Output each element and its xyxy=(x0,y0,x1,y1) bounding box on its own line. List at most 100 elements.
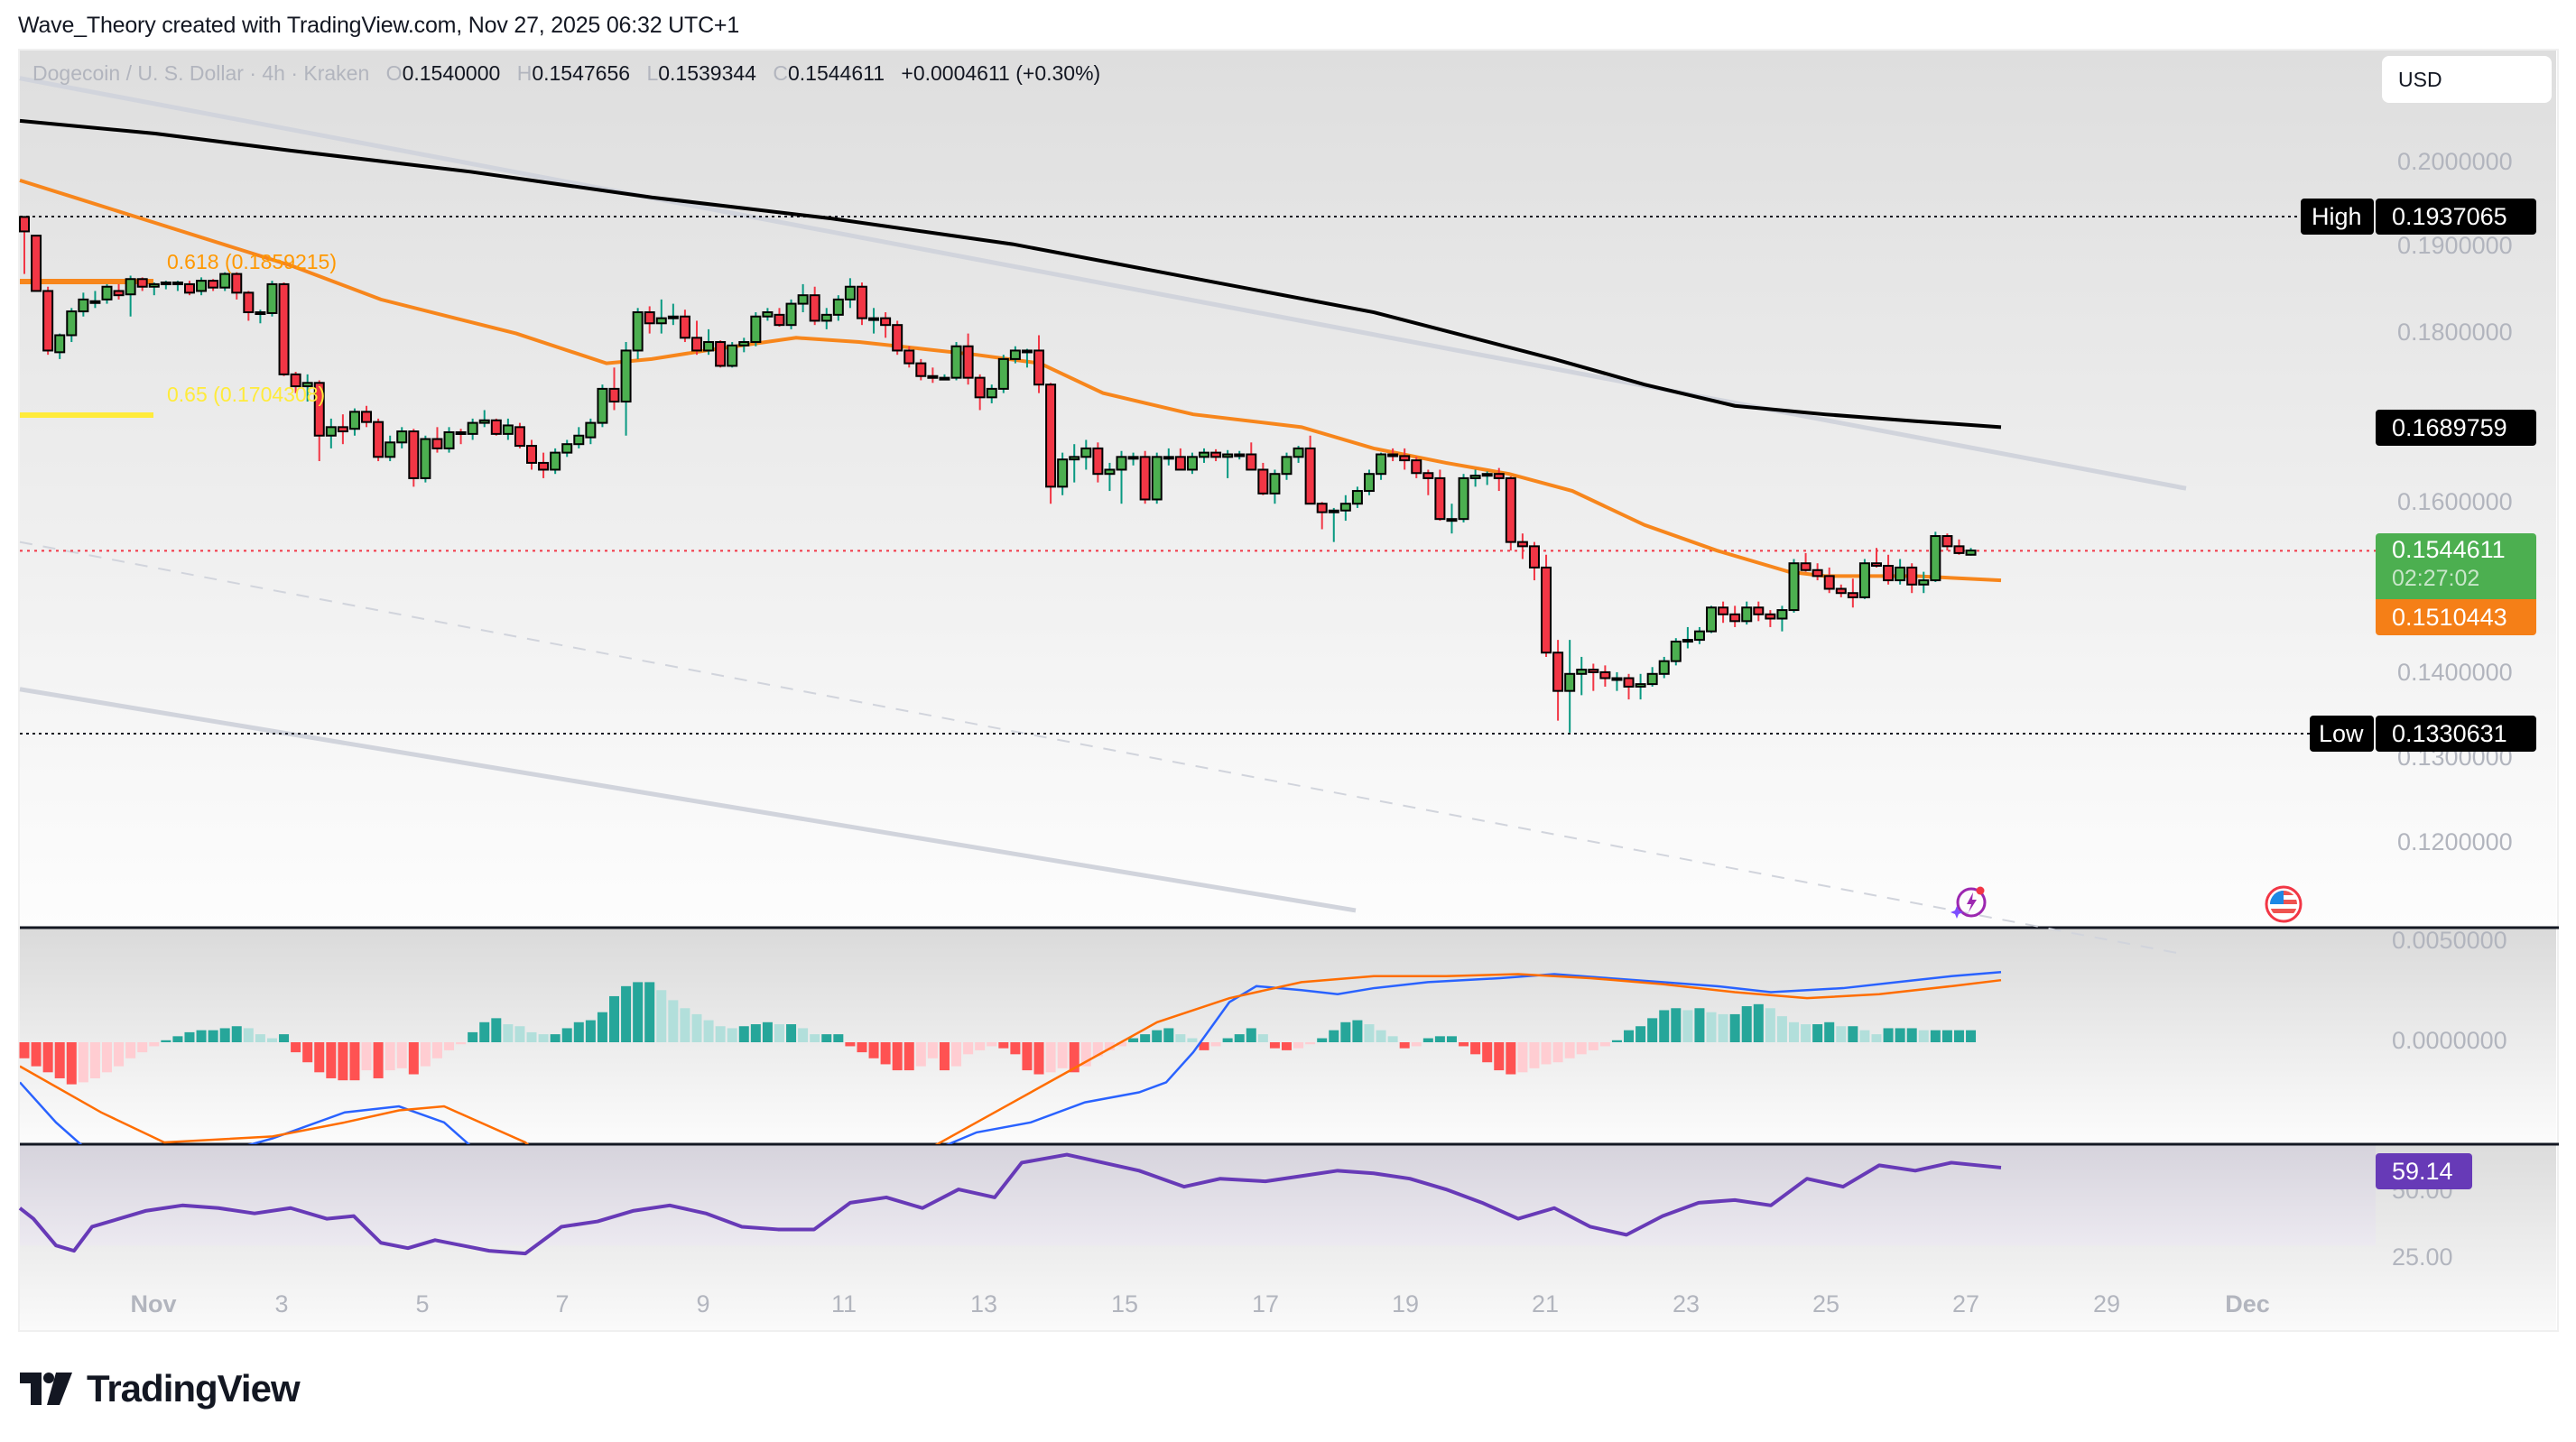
candle[interactable] xyxy=(478,410,490,428)
candle[interactable] xyxy=(1812,563,1823,581)
candle[interactable] xyxy=(1045,383,1057,504)
candle[interactable] xyxy=(550,448,561,475)
candle[interactable] xyxy=(1434,469,1446,522)
candle[interactable] xyxy=(208,279,219,291)
rsi-pane[interactable] xyxy=(18,1152,2002,1256)
candle[interactable] xyxy=(1481,471,1493,485)
candle[interactable] xyxy=(1823,567,1835,594)
candle[interactable] xyxy=(443,427,455,453)
candle[interactable] xyxy=(762,308,774,321)
candle[interactable] xyxy=(160,281,171,290)
candle[interactable] xyxy=(561,439,573,458)
candle[interactable] xyxy=(703,328,715,356)
candle[interactable] xyxy=(750,312,762,347)
candle[interactable] xyxy=(644,306,655,334)
candle[interactable] xyxy=(1151,452,1163,504)
candle[interactable] xyxy=(950,342,962,381)
us-economic-event-icon[interactable] xyxy=(2264,884,2303,924)
candle[interactable] xyxy=(385,435,396,462)
candle[interactable] xyxy=(514,422,525,448)
candle[interactable] xyxy=(313,380,325,462)
candle[interactable] xyxy=(1870,548,1882,568)
candle[interactable] xyxy=(1080,439,1092,470)
candle[interactable] xyxy=(892,320,903,356)
candle[interactable] xyxy=(1718,601,1729,624)
candle[interactable] xyxy=(373,418,385,462)
candle[interactable] xyxy=(1446,504,1458,534)
candle[interactable] xyxy=(1116,450,1127,504)
candle[interactable] xyxy=(715,340,727,368)
candle[interactable] xyxy=(183,281,195,296)
candle[interactable] xyxy=(219,272,231,291)
candle[interactable] xyxy=(1658,656,1670,679)
ai-event-icon[interactable] xyxy=(1950,883,1989,922)
candle[interactable] xyxy=(31,235,42,292)
candle[interactable] xyxy=(396,427,408,448)
candle[interactable] xyxy=(939,374,950,381)
candle[interactable] xyxy=(1387,448,1399,462)
candle[interactable] xyxy=(727,342,738,368)
candle[interactable] xyxy=(738,337,750,353)
candle[interactable] xyxy=(526,439,538,470)
candle[interactable] xyxy=(361,405,373,428)
candle[interactable] xyxy=(1009,346,1021,364)
candle[interactable] xyxy=(1469,469,1481,487)
candle[interactable] xyxy=(1918,571,1930,594)
candle[interactable] xyxy=(1528,541,1540,581)
candle[interactable] xyxy=(1376,452,1387,480)
macd-pane[interactable] xyxy=(19,971,2002,1223)
candle[interactable] xyxy=(1847,578,1858,608)
candle[interactable] xyxy=(1753,601,1765,622)
candle[interactable] xyxy=(502,418,514,440)
candle[interactable] xyxy=(1458,474,1469,522)
candle[interactable] xyxy=(1611,671,1623,691)
candle[interactable] xyxy=(1257,462,1269,495)
candle[interactable] xyxy=(54,333,66,359)
candle[interactable] xyxy=(1139,450,1151,504)
candle[interactable] xyxy=(1269,469,1281,504)
candle[interactable] xyxy=(679,310,690,343)
candle[interactable] xyxy=(431,427,443,453)
candle[interactable] xyxy=(1057,452,1069,495)
candle[interactable] xyxy=(986,384,997,403)
candle[interactable] xyxy=(585,418,597,445)
candle[interactable] xyxy=(455,429,467,445)
candle[interactable] xyxy=(1706,605,1718,633)
candle[interactable] xyxy=(856,282,867,326)
candle[interactable] xyxy=(844,278,856,309)
candle[interactable] xyxy=(1505,476,1516,551)
tradingview-logo[interactable]: TradingView xyxy=(20,1367,301,1410)
candle[interactable] xyxy=(797,283,809,313)
candle[interactable] xyxy=(243,291,255,321)
candle[interactable] xyxy=(42,286,54,356)
candle[interactable] xyxy=(1399,448,1411,470)
candle[interactable] xyxy=(597,384,608,428)
candle[interactable] xyxy=(1623,673,1635,700)
candle[interactable] xyxy=(785,299,797,329)
candle[interactable] xyxy=(467,418,478,440)
candle[interactable] xyxy=(325,418,337,448)
candle[interactable] xyxy=(1635,673,1646,700)
candle[interactable] xyxy=(1411,457,1422,478)
candle[interactable] xyxy=(774,308,785,328)
candle[interactable] xyxy=(171,281,183,291)
candle[interactable] xyxy=(962,333,974,385)
candle[interactable] xyxy=(1883,554,1895,585)
candle[interactable] xyxy=(1174,448,1186,471)
candle[interactable] xyxy=(903,346,915,368)
candle[interactable] xyxy=(337,414,348,445)
candle[interactable] xyxy=(1210,448,1222,462)
candle[interactable] xyxy=(1281,452,1293,480)
candle[interactable] xyxy=(809,286,820,326)
candle[interactable] xyxy=(1670,638,1682,666)
candle[interactable] xyxy=(1246,442,1257,471)
candle[interactable] xyxy=(820,308,832,329)
candle[interactable] xyxy=(974,374,986,411)
candle[interactable] xyxy=(1552,640,1564,721)
candle[interactable] xyxy=(196,277,208,296)
candle[interactable] xyxy=(832,295,844,321)
candle[interactable] xyxy=(1339,495,1351,522)
candle[interactable] xyxy=(1516,533,1528,559)
candle[interactable] xyxy=(1033,335,1045,393)
candle[interactable] xyxy=(1104,462,1116,492)
